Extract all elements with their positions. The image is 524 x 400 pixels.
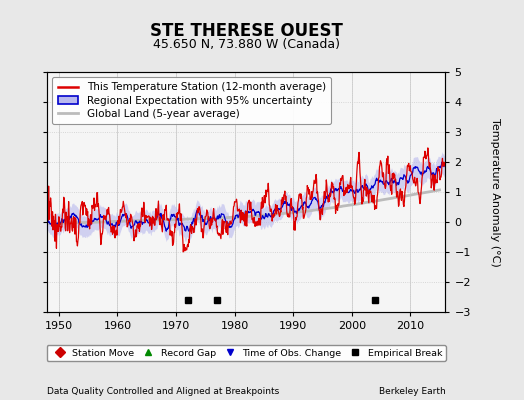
Legend: Station Move, Record Gap, Time of Obs. Change, Empirical Break: Station Move, Record Gap, Time of Obs. C… [47,345,446,361]
Text: STE THERESE OUEST: STE THERESE OUEST [150,22,343,40]
Y-axis label: Temperature Anomaly (°C): Temperature Anomaly (°C) [490,118,500,266]
Text: Berkeley Earth: Berkeley Earth [379,387,445,396]
Text: 45.650 N, 73.880 W (Canada): 45.650 N, 73.880 W (Canada) [153,38,340,51]
Legend: This Temperature Station (12-month average), Regional Expectation with 95% uncer: This Temperature Station (12-month avera… [52,77,331,124]
Text: Data Quality Controlled and Aligned at Breakpoints: Data Quality Controlled and Aligned at B… [47,387,279,396]
